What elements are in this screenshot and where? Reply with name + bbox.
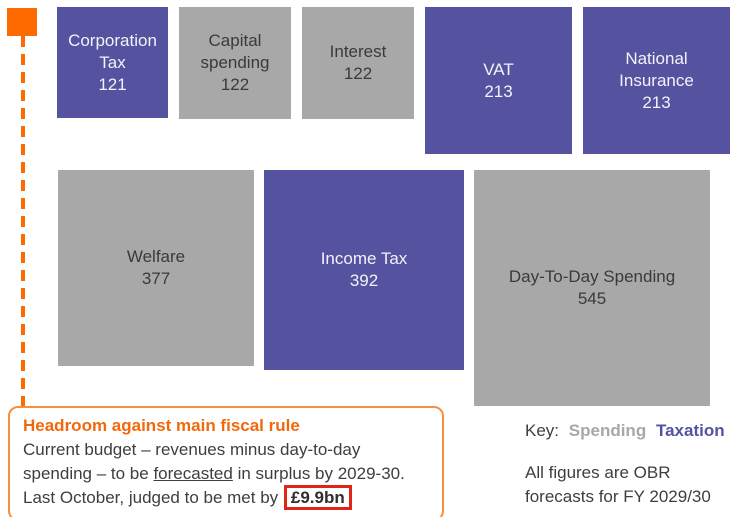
legend-prefix: Key: bbox=[525, 421, 560, 440]
callout-body: Current budget – revenues minus day-to-d… bbox=[23, 438, 429, 510]
obr-footnote: All figures are OBR forecasts for FY 202… bbox=[525, 461, 711, 509]
legend-entry-spending: Spending bbox=[568, 421, 647, 440]
highlight-marker-square bbox=[7, 8, 37, 36]
block-label: Corporation Tax bbox=[68, 30, 157, 72]
footnote-line-1: All figures are OBR bbox=[525, 463, 671, 482]
callout-connector-dashed-line bbox=[21, 36, 25, 406]
callout-segment-normal: in surplus by 2029-30. Last October, jud… bbox=[23, 464, 405, 507]
block-label: Welfare bbox=[126, 247, 186, 266]
chart-block-income-tax: Income Tax 392 bbox=[264, 170, 464, 370]
chart-block-day-to-day-spending: Day-To-Day Spending 545 bbox=[474, 170, 710, 406]
footnote-line-2: forecasts for FY 2029/30 bbox=[525, 487, 711, 506]
block-label: Interest bbox=[329, 42, 387, 61]
block-value: 121 bbox=[98, 74, 127, 94]
block-value: 213 bbox=[484, 81, 513, 101]
legend-entry-taxation: Taxation bbox=[655, 421, 725, 440]
legend: Key: Spending Taxation bbox=[525, 421, 725, 441]
callout-title: Headroom against main fiscal rule bbox=[23, 416, 300, 435]
chart-row-1: Corporation Tax 121 Capital spending 122 Int… bbox=[57, 7, 730, 154]
block-value: 122 bbox=[343, 64, 373, 83]
block-label: Day-To-Day Spending bbox=[508, 267, 676, 286]
chart-block-corporation-tax: Corporation Tax 121 bbox=[57, 7, 168, 118]
chart-block-national-insurance: National Insurance 213 bbox=[583, 7, 730, 154]
callout-segment-underline: forecasted bbox=[153, 464, 233, 483]
block-label: VAT bbox=[483, 59, 514, 79]
block-value: 545 bbox=[577, 289, 607, 308]
chart-block-capital-spending: Capital spending 122 bbox=[179, 7, 291, 119]
callout-segment-boxed: £9.9bn bbox=[283, 485, 352, 510]
block-value: 213 bbox=[642, 92, 671, 112]
block-value: 377 bbox=[141, 269, 171, 288]
chart-row-2: Welfare 377 Income Tax 392 Day-To-Day Spendi… bbox=[58, 170, 710, 406]
block-value: 392 bbox=[349, 271, 379, 290]
chart-block-welfare: Welfare 377 bbox=[58, 170, 254, 366]
headroom-callout-box: Headroom against main fiscal rule Curren… bbox=[8, 406, 444, 517]
block-label: Capital spending bbox=[200, 31, 270, 72]
chart-block-interest: Interest 122 bbox=[302, 7, 414, 119]
block-label: National Insurance bbox=[619, 48, 694, 90]
block-value: 122 bbox=[220, 75, 250, 94]
callout-segment-normal: Current budget – revenues minus day-to-d… bbox=[23, 440, 361, 483]
block-label: Income Tax bbox=[320, 249, 408, 268]
chart-block-vat: VAT 213 bbox=[425, 7, 572, 154]
